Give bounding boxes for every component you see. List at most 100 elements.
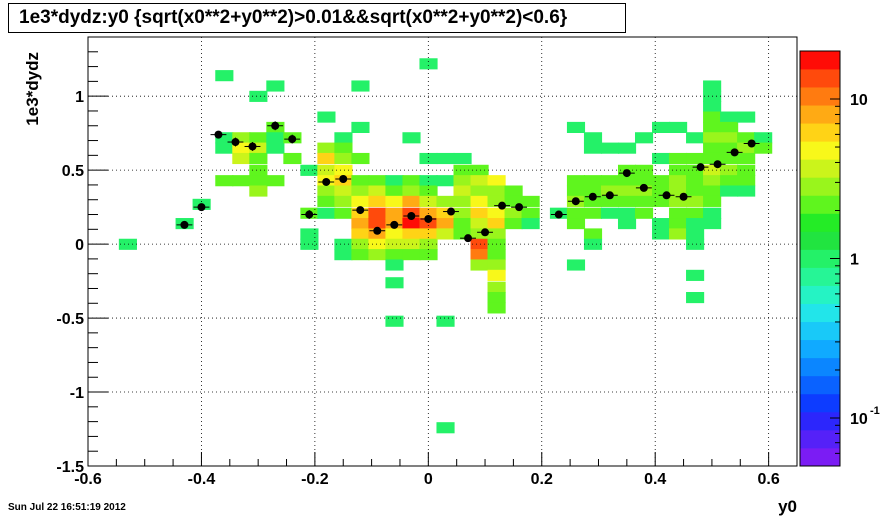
heatmap-cell [215,70,234,82]
profile-marker [571,197,580,206]
heatmap-cell [634,195,654,207]
palette-segment [800,303,840,323]
heatmap-cell [652,195,671,207]
heatmap-cell [368,238,387,250]
heatmap-cell [232,142,251,154]
x-tick-label: -0.2 [301,471,329,488]
heatmap-cell [249,90,268,102]
palette-tick-label: 10 [850,411,868,428]
heatmap-cell [504,218,523,230]
heatmap-cell [300,238,319,250]
heatmap-cell [470,185,489,197]
heatmap-cell [368,175,387,187]
heatmap-cell [351,249,370,261]
axes: -0.6 -0.4 -0.2 0 0.2 0.4 0.6 -1.5 -1 -0.5 0 0.5 1 [56,36,798,488]
heatmap-cell [436,228,455,240]
heatmap-cell [317,111,336,123]
heatmap-cell [754,132,773,144]
heatmap-cell [669,152,688,165]
heatmap-cell [652,185,671,197]
heatmap-cell [232,152,251,165]
heatmap-cell [385,249,404,261]
heatmap-cell [402,175,421,187]
heatmap-cell [720,175,739,187]
heatmap-cell [334,132,353,144]
heatmap-cell [652,121,671,133]
heatmap-cell [686,175,705,187]
profile-marker [197,203,206,212]
heatmap-cell [300,228,319,240]
heatmap-cell [634,207,654,219]
y-axis-title: 1e3*dydz [23,52,42,126]
heatmap-cell [351,228,370,240]
heatmap-cell [470,195,489,207]
profile-marker [622,169,631,178]
x-axis-title: y0 [778,497,797,516]
palette-segment [800,393,840,413]
heatmap-cell [334,249,353,261]
heatmap-cell [334,207,353,219]
heatmap-cell [566,175,586,187]
x-tick-label: 0 [424,471,433,488]
heatmap-cell [737,175,756,187]
heatmap-cell [600,195,620,207]
palette-segment [800,123,840,142]
heatmap-cell [334,195,353,207]
profile-marker [180,220,189,229]
heatmap-cell [402,195,421,207]
palette-segment [800,87,840,106]
heatmap-cell [351,175,370,187]
heatmap-cell [521,195,540,207]
heatmap-cell [232,175,251,187]
profile-marker [554,210,563,219]
heatmap-cell [118,238,137,250]
heatmap-cell [402,238,421,250]
heatmap-cell [703,101,722,113]
heatmap-cell [249,142,268,154]
heatmap-cell [617,195,637,207]
heatmap-cell [385,277,404,289]
heatmap-cell [385,195,404,207]
heatmap-cell [617,142,637,154]
heatmap-cell [566,218,586,230]
profile-point [584,192,601,201]
heatmap-cell [634,132,654,144]
heatmap-cell [351,121,370,133]
x-tick-label: -0.4 [188,471,216,488]
profile-point [692,163,709,172]
heatmap-cell [470,175,489,187]
heatmap-cell [453,185,472,197]
heatmap-cell [634,175,654,187]
heatmap-cell [686,164,705,176]
palette-segment [800,285,840,305]
heatmap-cell [419,175,438,187]
heatmap-cell [504,207,523,219]
heatmap-cell [215,175,234,187]
heatmap-cell [737,164,756,176]
profile-marker [498,201,507,210]
heatmap-cell [402,218,421,230]
heatmap-cell [583,185,603,197]
heatmap-cell [402,132,421,144]
heatmap-cell [652,218,671,230]
palette-segment [800,375,840,395]
heatmap-cell [487,207,506,219]
heatmap-cell [583,228,603,240]
heatmap-cell [583,207,603,219]
heatmap-cell [334,185,353,197]
heatmap-cell [351,80,370,92]
profile-marker [639,183,648,192]
heatmap-cell [583,195,603,207]
heatmap-cell [334,164,353,176]
heatmap-cell [686,228,705,240]
heatmap-cell [266,80,285,92]
profile-point [420,214,437,223]
heatmap-cell [600,185,620,197]
profile-point [244,142,261,151]
heatmap-cell [703,121,722,133]
grid-lines [87,37,797,467]
heatmap-cell [617,175,637,187]
palette-segment [800,447,840,467]
heatmap-cell [453,218,472,230]
heatmap-cell [249,132,268,144]
